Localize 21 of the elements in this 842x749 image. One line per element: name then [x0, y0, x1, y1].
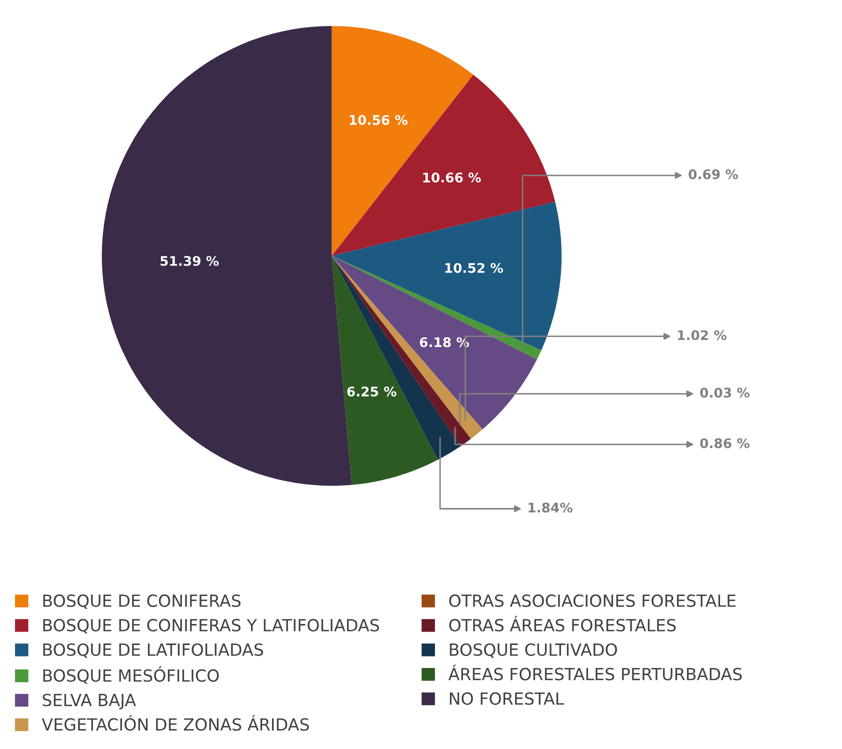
legend-label: NO FORESTAL	[450, 692, 564, 705]
legend-label: BOSQUE DE LATIFOLIADAS	[43, 643, 264, 658]
legend-label: VEGETACIÓN DE ZONAS ÁRIDAS	[42, 715, 309, 731]
data-label: 10.56 %	[350, 114, 408, 125]
data-label: 10.66 %	[423, 172, 481, 183]
legend-label: BOSQUE DE CONIFERAS Y LATIFOLIADAS	[43, 618, 380, 634]
legend-label: OTRAS ÁREAS FORESTALES	[449, 616, 676, 632]
data-label: 0.69 %	[688, 169, 738, 180]
data-label: 0.86 %	[700, 438, 750, 448]
legend-label: OTRAS ASOCIACIONES FORESTALE	[449, 594, 736, 608]
legend-label: BOSQUE MESÓFILICO	[43, 666, 219, 684]
data-label: 1.02 %	[678, 330, 726, 340]
legend-label: BOSQUE CULTIVADO	[450, 643, 617, 658]
data-label: 10.52 %	[445, 262, 503, 273]
data-label: 0.03 %	[700, 388, 750, 398]
data-label: 1.84%	[528, 502, 572, 513]
data-label: 51.39 %	[160, 256, 219, 266]
legend-label: BOSQUE DE CONIFERAS	[43, 594, 241, 609]
legend-label: ÁREAS FORESTALES PERTURBADAS	[448, 664, 742, 680]
data-label: 6.25 %	[347, 386, 396, 397]
legend-label: SELVA BAJA	[42, 694, 136, 710]
